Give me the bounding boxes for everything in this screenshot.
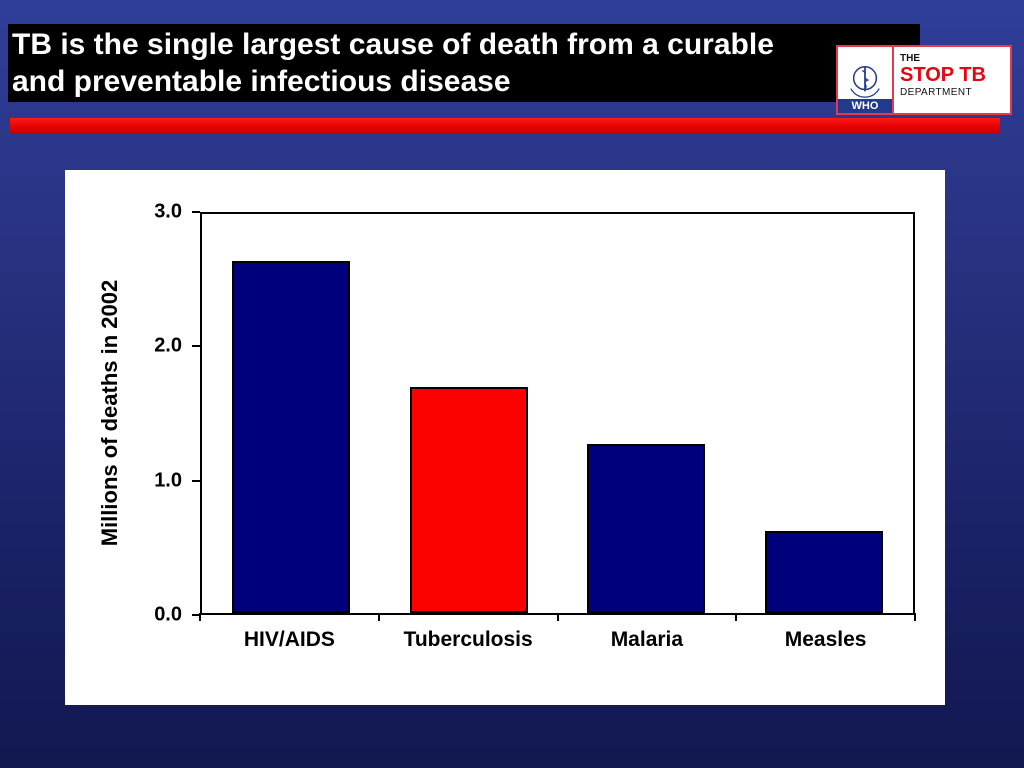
who-logo-column: WHO <box>838 47 892 113</box>
title-line-2: and preventable infectious disease <box>12 65 511 98</box>
bar-measles <box>765 530 884 613</box>
title-line-1: TB is the single largest cause of death … <box>12 28 774 61</box>
x-tick-label: Malaria <box>610 628 684 651</box>
x-tick-mark <box>199 613 201 621</box>
y-tick-label: 0.0 <box>154 603 182 626</box>
x-tick-label: HIV/AIDS <box>243 628 335 651</box>
who-stop-tb-logo: WHO THE STOP TB DEPARTMENT <box>836 45 1012 115</box>
bar-tuberculosis <box>409 386 528 613</box>
logo-the-label: THE <box>900 53 920 64</box>
bar-chart: Millions of deaths in 2002 3.0 2.0 1.0 0.0 … <box>65 170 945 705</box>
x-tick-mark <box>556 613 559 621</box>
plot-area <box>200 212 915 615</box>
y-tick-mark <box>192 614 200 616</box>
logo-department-label: DEPARTMENT <box>900 87 972 98</box>
x-tick-mark <box>914 613 916 621</box>
logo-stop-tb-label: STOP TB <box>900 64 986 86</box>
stop-tb-text-block: THE STOP TB DEPARTMENT <box>892 47 1010 113</box>
slide-title: TB is the single largest cause of death … <box>8 24 920 102</box>
who-emblem-icon <box>850 66 880 98</box>
x-axis-ticks <box>199 613 916 621</box>
y-tick-mark <box>192 211 200 213</box>
x-tick-label: Tuberculosis <box>403 628 533 651</box>
y-tick-label: 1.0 <box>154 469 182 492</box>
who-label: WHO <box>838 99 892 113</box>
x-tick-label: Measles <box>784 628 867 651</box>
red-divider-bar <box>10 118 1000 134</box>
bar-malaria <box>587 444 706 613</box>
y-tick-mark <box>192 479 200 482</box>
x-axis-labels: HIV/AIDS Tuberculosis Malaria Measles <box>200 628 915 652</box>
bar-hiv-aids <box>231 260 350 613</box>
y-tick-label: 2.0 <box>154 334 182 357</box>
y-tick-label: 3.0 <box>154 200 182 223</box>
x-tick-mark <box>735 613 738 621</box>
x-tick-mark <box>377 613 380 621</box>
y-axis: 3.0 2.0 1.0 0.0 <box>65 201 200 626</box>
y-tick-mark <box>192 345 200 348</box>
